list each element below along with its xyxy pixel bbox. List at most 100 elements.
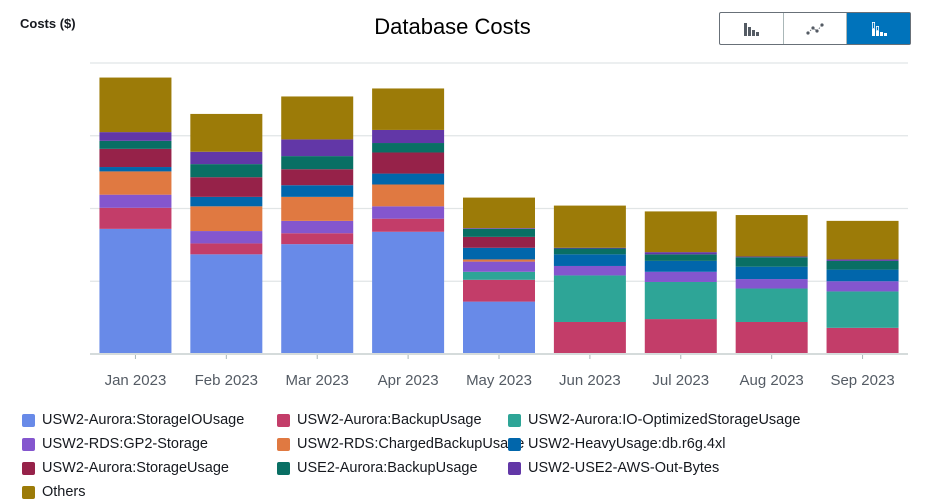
bar-segment bbox=[190, 151, 263, 165]
bar-segment bbox=[281, 169, 354, 186]
bar-segment bbox=[463, 301, 535, 354]
bar-segment bbox=[463, 228, 535, 229]
legend-label: USW2-Aurora:BackupUsage bbox=[297, 412, 482, 428]
bar-segment bbox=[463, 261, 535, 272]
bar-segment bbox=[826, 259, 899, 261]
bar-segment bbox=[463, 271, 535, 280]
chart-type-toggle bbox=[719, 12, 911, 45]
bar-segment bbox=[644, 254, 717, 261]
bar-segment bbox=[463, 279, 535, 302]
bar-segment bbox=[190, 231, 263, 244]
legend-label: USW2-HeavyUsage:db.r6g.4xl bbox=[528, 436, 726, 452]
bar-segment bbox=[190, 113, 263, 152]
bar-segment bbox=[644, 252, 717, 255]
bar-segment bbox=[644, 319, 717, 354]
bar-segment bbox=[826, 327, 899, 354]
bar-segment bbox=[99, 171, 172, 195]
legend-swatch bbox=[277, 437, 290, 451]
legend-item[interactable]: USW2-RDS:GP2-Storage bbox=[22, 436, 208, 452]
bar-segment bbox=[463, 236, 535, 248]
bar-segment bbox=[190, 254, 263, 354]
x-tick-label: Jan 2023 bbox=[105, 372, 167, 389]
legend-item[interactable]: USW2-USE2-AWS-Out-Bytes bbox=[508, 460, 719, 476]
bar-segment bbox=[735, 256, 808, 258]
bar-segment bbox=[281, 196, 354, 221]
bar-segment bbox=[463, 197, 535, 229]
bar-segment bbox=[190, 164, 263, 178]
bar-segment bbox=[372, 206, 445, 219]
bar-segment bbox=[644, 260, 717, 272]
bar-segment bbox=[372, 88, 445, 130]
bar-segment bbox=[735, 257, 808, 267]
bar-segment bbox=[372, 173, 445, 185]
bar-segment bbox=[99, 207, 172, 229]
legend-label: USW2-Aurora:StorageUsage bbox=[42, 460, 229, 476]
legend-label: USW2-Aurora:StorageIOUsage bbox=[42, 412, 245, 428]
bar-segment bbox=[99, 167, 172, 172]
bar-segment bbox=[281, 220, 354, 234]
y-axis-label: Costs ($) bbox=[20, 16, 76, 31]
bar-segment bbox=[281, 244, 354, 354]
legend-item[interactable]: USW2-Aurora:StorageIOUsage bbox=[22, 412, 244, 428]
bar-segment bbox=[372, 184, 445, 207]
stacked-bar-chart-icon bbox=[871, 21, 887, 36]
legend-item[interactable]: USW2-Aurora:IO-OptimizedStorageUsage bbox=[508, 412, 800, 428]
x-tick-label: Jun 2023 bbox=[559, 372, 621, 389]
bar-segment bbox=[826, 220, 899, 260]
bar-segment bbox=[826, 260, 899, 270]
bar-segment bbox=[372, 152, 445, 174]
bar-segment bbox=[190, 196, 263, 207]
x-tick-label: Mar 2023 bbox=[286, 372, 349, 389]
legend-item[interactable]: USE2-Aurora:BackupUsage bbox=[277, 460, 478, 476]
bar-segment bbox=[99, 140, 172, 149]
bar-segment bbox=[99, 148, 172, 168]
x-tick-label: Sep 2023 bbox=[830, 372, 894, 389]
bar-segment bbox=[735, 321, 808, 354]
bar-chart-icon bbox=[744, 22, 760, 36]
bar-segment bbox=[735, 215, 808, 257]
bar-segment bbox=[826, 269, 899, 282]
legend-label: USW2-USE2-AWS-Out-Bytes bbox=[528, 460, 720, 476]
legend-item[interactable]: USW2-HeavyUsage:db.r6g.4xl bbox=[508, 436, 725, 452]
legend-label: USW2-RDS:GP2-Storage bbox=[42, 436, 208, 452]
bar-segment bbox=[553, 275, 626, 322]
bar-segment bbox=[190, 177, 263, 197]
legend-item[interactable]: USW2-RDS:ChargedBackupUsage bbox=[277, 436, 524, 452]
legend-swatch bbox=[22, 413, 35, 427]
bar-segment bbox=[463, 259, 535, 262]
legend-item[interactable]: USW2-Aurora:BackupUsage bbox=[277, 412, 482, 428]
stacked-bar-chart-button[interactable] bbox=[847, 13, 911, 44]
legend-item[interactable]: USW2-Aurora:StorageUsage bbox=[22, 460, 229, 476]
bar-segment bbox=[644, 211, 717, 253]
legend-swatch bbox=[22, 461, 35, 475]
bar-segment bbox=[735, 279, 808, 289]
bar-segment bbox=[281, 156, 354, 170]
legend-label: USW2-RDS:ChargedBackupUsage bbox=[297, 436, 525, 452]
legend-swatch bbox=[277, 461, 290, 475]
bar-segment bbox=[372, 143, 445, 153]
bar-segment bbox=[99, 228, 172, 354]
legend-label: Others bbox=[42, 484, 86, 500]
legend-swatch bbox=[277, 413, 290, 427]
bar-segment bbox=[190, 243, 263, 255]
bar-segment bbox=[190, 206, 263, 232]
bar-chart-button[interactable] bbox=[720, 13, 784, 44]
bar-segment bbox=[372, 218, 445, 232]
legend-swatch bbox=[508, 437, 521, 451]
legend-item[interactable]: Others bbox=[22, 484, 86, 500]
bar-segment bbox=[281, 185, 354, 197]
line-chart-icon bbox=[806, 22, 824, 35]
line-chart-button[interactable] bbox=[784, 13, 848, 44]
legend-swatch bbox=[508, 461, 521, 475]
x-tick-label: Jul 2023 bbox=[652, 372, 709, 389]
bar-segment bbox=[99, 194, 172, 208]
bar-segment bbox=[99, 132, 172, 141]
bar-segment bbox=[553, 205, 626, 248]
bar-segment bbox=[372, 231, 445, 354]
legend-swatch bbox=[22, 485, 35, 499]
bar-segment bbox=[553, 254, 626, 266]
bar-segment bbox=[826, 281, 899, 292]
legend-label: USW2-Aurora:IO-OptimizedStorageUsage bbox=[528, 412, 801, 428]
bar-segment bbox=[735, 288, 808, 322]
x-tick-label: Apr 2023 bbox=[378, 372, 439, 389]
